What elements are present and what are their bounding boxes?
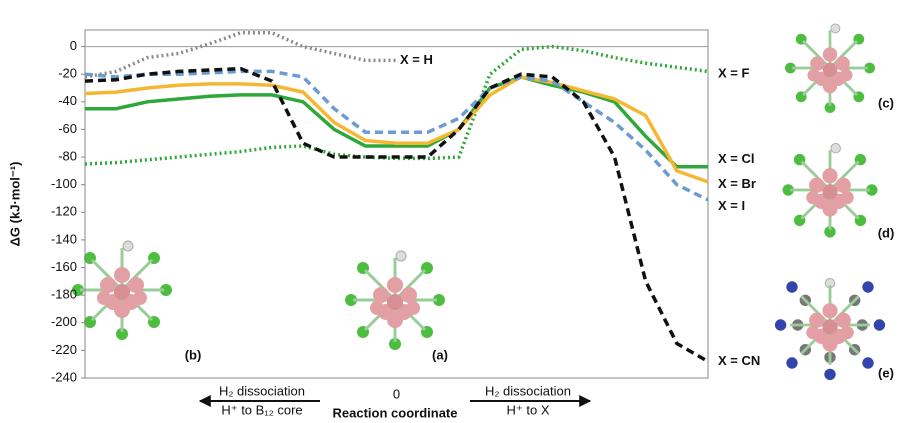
y-axis-label: ΔG (kJ·mol⁻¹) bbox=[7, 162, 22, 247]
panel-label: (d) bbox=[878, 225, 895, 240]
molecules bbox=[71, 23, 886, 381]
y-tick-label: -80 bbox=[58, 148, 77, 163]
arrow-label: H⁺ to B₁₂ core bbox=[221, 402, 302, 417]
panel-label: (c) bbox=[878, 95, 894, 110]
x-tick-label: 0 bbox=[393, 386, 400, 401]
x-axis-label: Reaction coordinate bbox=[333, 405, 458, 420]
y-tick-label: -220 bbox=[51, 342, 77, 357]
series-line bbox=[84, 69, 709, 202]
y-tick-label: -40 bbox=[58, 93, 77, 108]
y-tick-label: -120 bbox=[51, 204, 77, 219]
y-tick-label: -240 bbox=[51, 369, 77, 384]
y-tick-label: -200 bbox=[51, 314, 77, 329]
y-tick-label: -100 bbox=[51, 176, 77, 191]
series-line bbox=[84, 75, 709, 184]
y-tick-label: -140 bbox=[51, 231, 77, 246]
series-label: X = CN bbox=[718, 353, 760, 368]
arrow-label: H₂ dissociation bbox=[485, 383, 571, 398]
y-tick-label: 0 bbox=[70, 38, 77, 53]
series-line bbox=[84, 31, 397, 79]
y-tick-label: -160 bbox=[51, 259, 77, 274]
series-line bbox=[84, 66, 709, 363]
y-tick-label: -180 bbox=[51, 287, 77, 302]
y-tick-label: -20 bbox=[58, 66, 77, 81]
panel-label: (b) bbox=[185, 347, 202, 362]
plot-frame bbox=[84, 29, 709, 379]
y-tick-label: -60 bbox=[58, 121, 77, 136]
series-label: X = F bbox=[718, 66, 749, 81]
panel-label: (a) bbox=[432, 347, 448, 362]
panel-label: (e) bbox=[878, 365, 894, 380]
arrow-label: H⁺ to X bbox=[507, 402, 550, 417]
series-label: X = I bbox=[718, 198, 745, 213]
series-line bbox=[85, 75, 708, 169]
series-label: X = H bbox=[400, 52, 433, 67]
series-label: X = Cl bbox=[718, 151, 755, 166]
series-label: X = Br bbox=[718, 176, 756, 191]
arrow-label: H₂ dissociation bbox=[219, 383, 305, 398]
